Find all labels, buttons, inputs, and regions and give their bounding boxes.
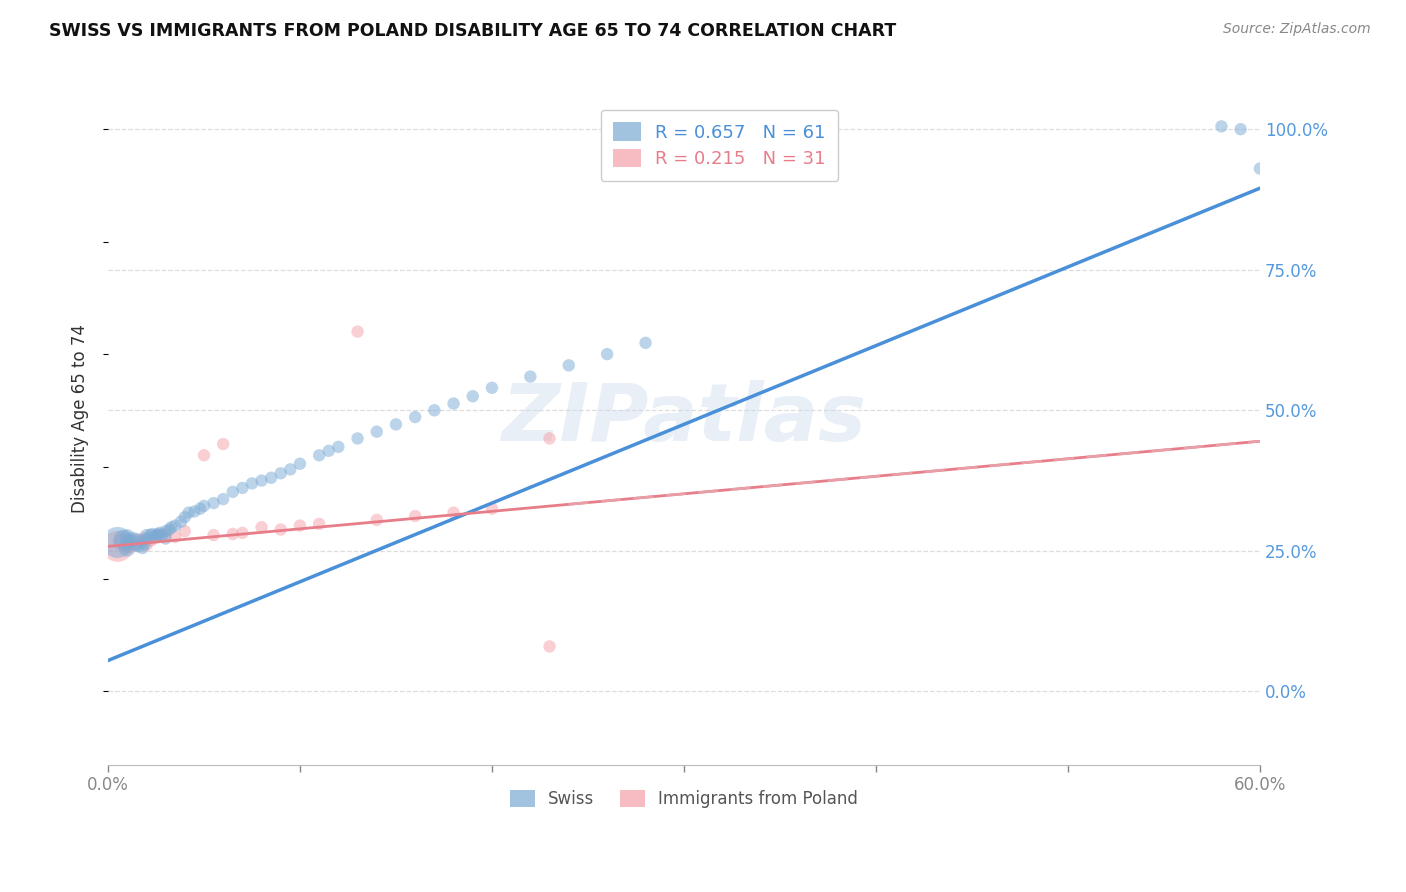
Point (135, 528, 157, 542)
Point (143, 532, 166, 546)
Point (159, 523, 181, 537)
Point (134, 537, 156, 551)
Point (308, 448, 330, 462)
Point (250, 474, 273, 488)
Point (124, 537, 146, 551)
Point (183, 504, 205, 518)
Point (346, 432, 368, 446)
Point (231, 481, 253, 495)
Point (170, 515, 193, 529)
Point (155, 527, 177, 541)
Point (120, 533, 142, 548)
Point (120, 540, 142, 554)
Point (318, 443, 340, 458)
Point (149, 525, 172, 540)
Point (461, 389, 484, 403)
Point (125, 538, 148, 552)
Point (1211, 120, 1233, 134)
Point (222, 527, 245, 541)
Text: SWISS VS IMMIGRANTS FROM POLAND DISABILITY AGE 65 TO 74 CORRELATION CHART: SWISS VS IMMIGRANTS FROM POLAND DISABILI… (49, 22, 897, 40)
Point (202, 528, 225, 542)
Point (122, 532, 145, 546)
Point (128, 540, 150, 554)
Point (107, 540, 129, 554)
Point (250, 520, 273, 534)
Legend: Swiss, Immigrants from Poland: Swiss, Immigrants from Poland (503, 783, 865, 815)
Point (135, 538, 157, 552)
Point (519, 369, 541, 384)
Point (145, 528, 167, 542)
Point (481, 501, 503, 516)
Point (260, 471, 283, 485)
Y-axis label: Disability Age 65 to 74: Disability Age 65 to 74 (72, 325, 89, 513)
Point (165, 518, 187, 533)
Point (173, 510, 195, 524)
Point (139, 528, 162, 542)
Point (139, 533, 162, 548)
Point (240, 476, 263, 491)
Point (1249, 161, 1271, 176)
Point (212, 437, 235, 451)
Point (110, 535, 132, 549)
Point (173, 524, 195, 539)
Point (155, 532, 177, 546)
Point (231, 525, 253, 540)
Point (1229, 122, 1251, 136)
Point (538, 640, 561, 654)
Point (155, 524, 177, 539)
Point (128, 533, 150, 548)
Point (270, 467, 292, 481)
Text: Source: ZipAtlas.com: Source: ZipAtlas.com (1223, 22, 1371, 37)
Point (538, 432, 561, 446)
Point (160, 520, 183, 534)
Point (146, 527, 169, 541)
Point (193, 499, 215, 513)
Point (115, 541, 138, 555)
Point (115, 540, 138, 554)
Point (280, 462, 302, 476)
Point (366, 513, 388, 527)
Point (146, 528, 169, 542)
Point (202, 496, 225, 510)
Point (150, 528, 173, 542)
Point (188, 501, 211, 516)
Point (193, 448, 215, 462)
Point (346, 325, 368, 339)
Point (115, 530, 138, 544)
Point (443, 396, 465, 410)
Point (308, 516, 330, 531)
Point (131, 532, 153, 546)
Point (404, 410, 426, 425)
Point (423, 403, 446, 417)
Point (634, 335, 657, 350)
Point (288, 518, 311, 533)
Point (131, 541, 153, 555)
Point (112, 533, 135, 547)
Point (404, 508, 426, 523)
Point (481, 381, 503, 395)
Point (165, 530, 187, 544)
Point (131, 533, 153, 548)
Point (145, 530, 167, 544)
Point (385, 417, 408, 432)
Point (443, 506, 465, 520)
Point (222, 484, 245, 499)
Point (558, 359, 581, 373)
Point (125, 533, 148, 547)
Point (135, 532, 157, 546)
Point (596, 347, 619, 361)
Text: ZIPatlas: ZIPatlas (502, 380, 866, 458)
Point (141, 527, 163, 541)
Point (115, 537, 138, 551)
Point (328, 440, 350, 454)
Point (177, 506, 200, 520)
Point (270, 523, 292, 537)
Point (366, 425, 388, 439)
Point (288, 457, 311, 471)
Point (107, 535, 129, 549)
Point (212, 492, 235, 507)
Point (115, 533, 138, 548)
